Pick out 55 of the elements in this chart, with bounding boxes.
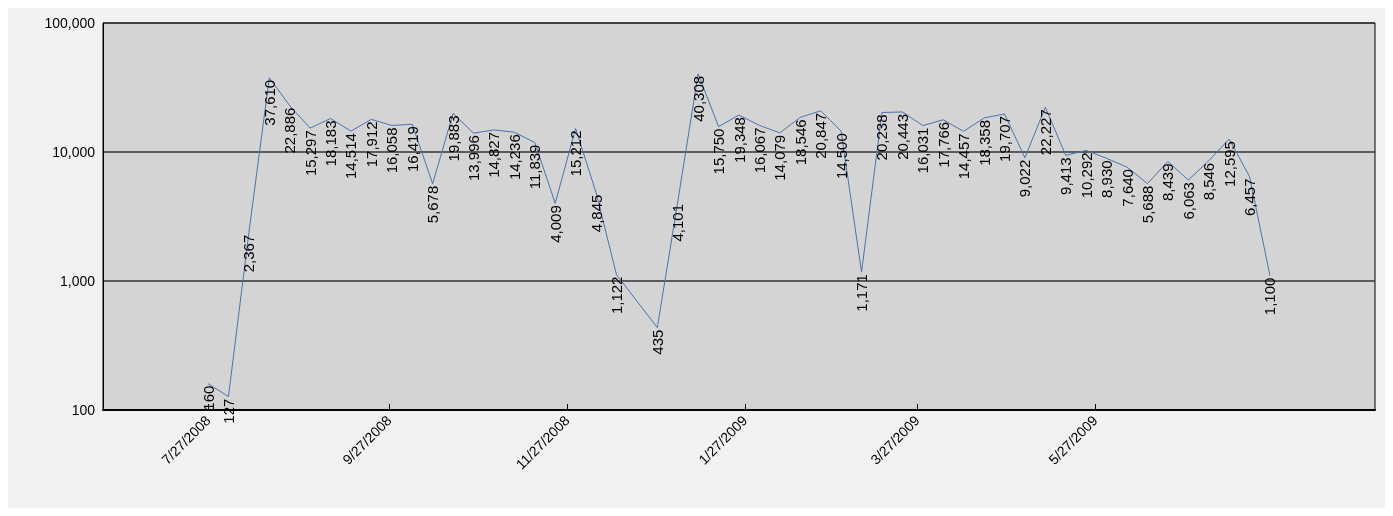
data-label: 14,500 bbox=[832, 133, 850, 180]
data-label: 20,443 bbox=[893, 113, 911, 160]
data-label: 16,058 bbox=[383, 127, 401, 174]
data-label: 10,292 bbox=[1077, 152, 1095, 199]
data-label: 40,308 bbox=[689, 75, 707, 122]
data-label: 18,183 bbox=[322, 120, 340, 167]
y-tick-label: 100,000 bbox=[44, 15, 96, 31]
data-label: 14,827 bbox=[485, 131, 503, 178]
data-label: 15,297 bbox=[301, 130, 319, 177]
data-label: 4,845 bbox=[587, 194, 605, 233]
data-label: 14,457 bbox=[955, 133, 973, 180]
data-label: 14,514 bbox=[342, 133, 360, 180]
data-label: 7,640 bbox=[1118, 169, 1136, 207]
data-label: 15,212 bbox=[567, 130, 585, 177]
data-label: 9,022 bbox=[1016, 159, 1034, 198]
y-tick-label: 100 bbox=[71, 402, 96, 418]
data-label: 20,847 bbox=[812, 112, 830, 159]
data-label: 11,839 bbox=[526, 144, 544, 190]
data-label: 8,930 bbox=[1098, 160, 1116, 198]
data-label: 8,546 bbox=[1200, 162, 1218, 201]
data-label: 160 bbox=[199, 385, 217, 411]
data-label: 1,171 bbox=[853, 274, 871, 312]
data-label: 5,678 bbox=[424, 185, 442, 224]
data-label: 19,883 bbox=[444, 115, 462, 162]
data-label: 6,457 bbox=[1241, 178, 1259, 217]
data-label: 15,750 bbox=[710, 128, 728, 175]
data-label: 19,348 bbox=[730, 117, 748, 163]
data-label: 20,238 bbox=[873, 114, 891, 161]
data-label: 22,886 bbox=[281, 107, 299, 154]
data-label: 22,227 bbox=[1036, 109, 1054, 156]
data-label: 18,358 bbox=[975, 119, 993, 166]
data-label: 1,122 bbox=[607, 276, 625, 315]
data-label: 4,101 bbox=[669, 203, 687, 242]
data-label: 6,063 bbox=[1179, 182, 1197, 220]
data-label: 1,100 bbox=[1261, 277, 1279, 316]
data-label: 13,996 bbox=[465, 135, 483, 182]
y-tick-label: 1,000 bbox=[59, 273, 96, 289]
data-label: 12,595 bbox=[1220, 141, 1238, 187]
data-label: 4,009 bbox=[546, 205, 564, 243]
data-label: 17,766 bbox=[934, 121, 952, 168]
data-label: 9,413 bbox=[1057, 157, 1075, 195]
data-label: 16,419 bbox=[403, 126, 421, 173]
data-label: 5,688 bbox=[1138, 185, 1156, 224]
data-label: 8,439 bbox=[1159, 163, 1177, 202]
data-label: 16,031 bbox=[914, 127, 932, 174]
data-label: 14,079 bbox=[771, 134, 789, 181]
data-label: 37,610 bbox=[260, 79, 278, 126]
data-label: 19,707 bbox=[995, 115, 1013, 162]
y-tick-label: 10,000 bbox=[52, 144, 96, 160]
data-label: 2,367 bbox=[240, 234, 258, 273]
data-label: 14,236 bbox=[505, 134, 523, 181]
data-label: 16,067 bbox=[750, 127, 768, 174]
data-label: 17,912 bbox=[362, 121, 380, 168]
data-label: 435 bbox=[648, 329, 666, 355]
data-label: 18,546 bbox=[791, 119, 809, 166]
